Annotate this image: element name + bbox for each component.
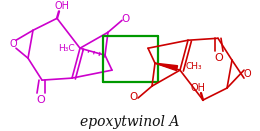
Text: OH: OH bbox=[191, 83, 205, 93]
Text: O: O bbox=[243, 69, 251, 79]
Text: epoxytwinol A: epoxytwinol A bbox=[80, 115, 180, 129]
Polygon shape bbox=[155, 63, 178, 71]
Text: H₃C: H₃C bbox=[58, 44, 75, 53]
Text: O: O bbox=[9, 39, 17, 49]
Text: CH₃: CH₃ bbox=[185, 62, 202, 71]
Text: OH: OH bbox=[55, 1, 69, 11]
Text: O: O bbox=[37, 95, 46, 105]
Text: O: O bbox=[130, 92, 138, 102]
Text: O: O bbox=[122, 14, 130, 24]
Text: O: O bbox=[214, 53, 223, 63]
